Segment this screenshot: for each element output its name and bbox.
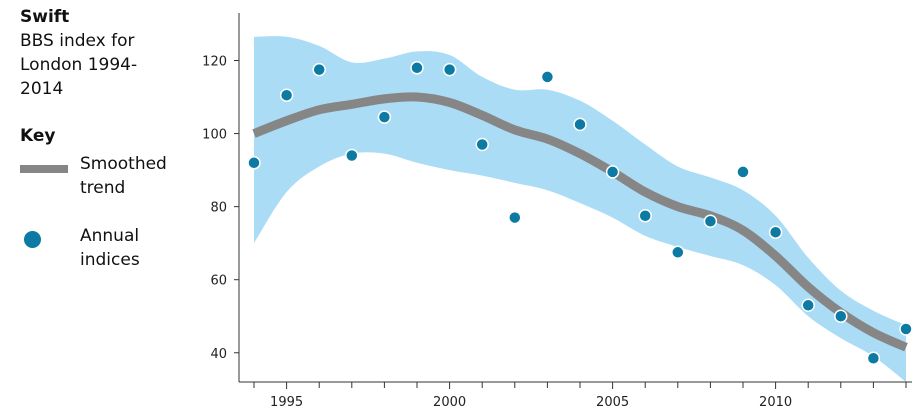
- species-name: Swift: [20, 7, 70, 27]
- y-tick-label: 60: [210, 274, 227, 289]
- annual-index-point: [703, 214, 718, 228]
- annual-index-point: [377, 110, 392, 124]
- y-tick-label: 120: [202, 54, 227, 69]
- y-tick-label: 40: [210, 347, 227, 362]
- y-tick-label: 80: [210, 201, 227, 216]
- key-title: Key: [20, 126, 56, 146]
- annual-index-point: [899, 322, 913, 336]
- annual-index-point: [442, 62, 457, 77]
- sidebar: Swift BBS index for London 1994-2014 Key…: [20, 6, 190, 274]
- x-tick-label: 1995: [270, 395, 303, 410]
- annual-index-point: [508, 210, 522, 225]
- key-item-trend: Smoothed trend: [20, 152, 190, 202]
- key-label-points: Annual indices: [80, 226, 140, 270]
- annual-index-point: [671, 245, 685, 260]
- y-tick-label: 100: [202, 128, 227, 143]
- key-item-points: Annual indices: [20, 224, 190, 274]
- confidence-band: [254, 36, 906, 383]
- annual-index-point: [247, 156, 261, 170]
- point-swatch: [23, 230, 42, 249]
- annual-index-point: [801, 298, 815, 313]
- annual-index-point: [638, 209, 652, 223]
- annual-index-point: [279, 88, 294, 102]
- chart-subtitle: BBS index for London 1994-2014: [20, 31, 138, 99]
- annual-index-point: [312, 62, 326, 77]
- annual-index-point: [573, 117, 587, 132]
- x-tick-label: 2000: [433, 395, 466, 410]
- annual-index-point: [410, 61, 424, 75]
- trend-swatch: [20, 165, 68, 173]
- annual-index-point: [866, 351, 881, 366]
- annual-index-point: [834, 309, 848, 323]
- annual-index-point: [540, 70, 555, 84]
- annual-index-point: [475, 137, 489, 152]
- annual-index-point: [768, 225, 783, 239]
- x-tick-label: 2005: [596, 395, 629, 410]
- annual-index-point: [736, 165, 750, 179]
- annual-index-point: [345, 148, 359, 163]
- key-label-trend: Smoothed trend: [80, 154, 167, 198]
- x-tick-label: 2010: [759, 395, 792, 410]
- annual-index-point: [605, 165, 620, 179]
- smoothed-trend-line: [252, 92, 908, 352]
